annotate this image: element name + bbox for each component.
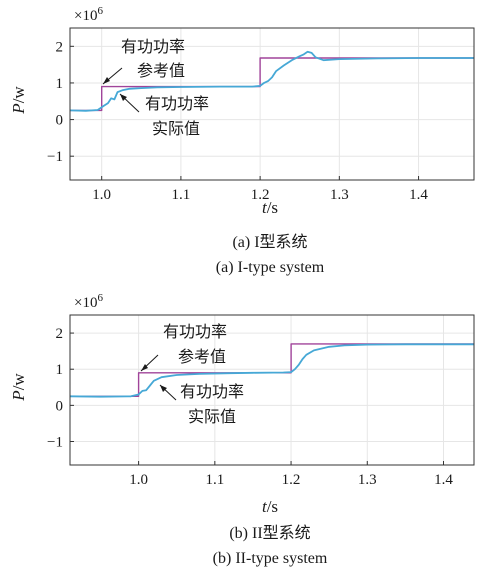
panel-b-caption-zh: (b) II型系统 <box>229 524 310 542</box>
panel-b-caption-en: (b) II-type system <box>213 550 328 567</box>
panel-b-ref-arrowhead <box>141 364 148 371</box>
panel-b-act-arrowhead <box>160 385 167 392</box>
panel-a-ref-annotation-line2: 参考值 <box>137 61 185 80</box>
panel-b-ref-annotation-line1: 有功功率 <box>163 322 227 341</box>
panel-a-xtick-label-4: 1.4 <box>409 187 428 203</box>
panel-a-grid <box>70 28 474 180</box>
panel-b: 1.0 1.1 1.2 1.3 1.4 2 1 0 −1 ×106 P/w t/s 有功功率 参… <box>9 292 475 567</box>
panel-b-act-annotation-line1: 有功功率 <box>180 382 244 401</box>
panel-a-act-annotation-line1: 有功功率 <box>145 94 209 113</box>
panel-a-actual-line <box>69 50 474 112</box>
panel-a-ytick-label-1: 1 <box>56 76 64 92</box>
panel-a-frame <box>69 27 475 181</box>
panel-b-reference-line <box>70 343 474 397</box>
panel-a-ytick-label-2: 0 <box>56 113 64 129</box>
panel-a-xtick-label-3: 1.3 <box>330 187 349 203</box>
panel-b-xtick-label-3: 1.3 <box>358 472 377 488</box>
panel-a-series <box>69 50 474 112</box>
panel-b-xtick-label-4: 1.4 <box>434 472 453 488</box>
panel-a-ytick-label-0: 2 <box>56 39 64 55</box>
panel-a-xtick-label-2: 1.2 <box>251 187 270 203</box>
panel-a-xlabel: t/s <box>262 198 278 217</box>
panel-a-ticks: 1.0 1.1 1.2 1.3 1.4 2 1 0 −1 <box>47 39 428 203</box>
panel-b-ylabel: P/w <box>9 373 28 402</box>
panel-b-act-annotation-line2: 实际值 <box>188 407 236 426</box>
panel-b-xlabel: t/s <box>262 497 278 516</box>
panel-b-xtick-label-2: 1.2 <box>282 472 301 488</box>
panel-b-frame <box>69 314 475 466</box>
panel-a-reference-line <box>70 57 474 112</box>
panel-b-series <box>69 343 474 398</box>
panel-a-ref-annotation-line1: 有功功率 <box>121 37 185 56</box>
panel-b-grid <box>70 315 474 465</box>
panel-b-ytick-label-3: −1 <box>47 435 63 451</box>
panel-b-xtick-label-0: 1.0 <box>129 472 148 488</box>
panel-b-ticks: 1.0 1.1 1.2 1.3 1.4 2 1 0 −1 <box>47 326 453 488</box>
panel-a-ylabel: P/w <box>9 86 28 115</box>
panel-b-ytick-label-0: 2 <box>56 326 64 342</box>
panel-b-actual-line <box>69 343 474 398</box>
panel-a-caption-zh: (a) I型系统 <box>232 233 307 251</box>
panel-a-ref-arrowhead <box>103 77 110 84</box>
panel-a-act-arrowhead <box>120 94 127 101</box>
panel-b-xtick-label-1: 1.1 <box>205 472 224 488</box>
panel-b-ref-annotation-line2: 参考值 <box>178 347 226 366</box>
panel-b-multiplier: ×106 <box>74 292 103 311</box>
panel-a-xtick-label-0: 1.0 <box>92 187 111 203</box>
panel-a-xtick-label-1: 1.1 <box>172 187 191 203</box>
panel-b-ytick-label-1: 1 <box>56 362 64 378</box>
panel-b-ytick-label-2: 0 <box>56 398 64 414</box>
panel-a-multiplier: ×106 <box>74 5 103 24</box>
panel-a-act-annotation-line2: 实际值 <box>152 119 200 138</box>
panel-a: 1.0 1.1 1.2 1.3 1.4 2 1 0 −1 ×106 P/w t/s 有功功率 参… <box>9 5 475 276</box>
panel-a-caption-en: (a) I-type system <box>216 259 325 276</box>
panel-a-ytick-label-3: −1 <box>47 149 63 165</box>
